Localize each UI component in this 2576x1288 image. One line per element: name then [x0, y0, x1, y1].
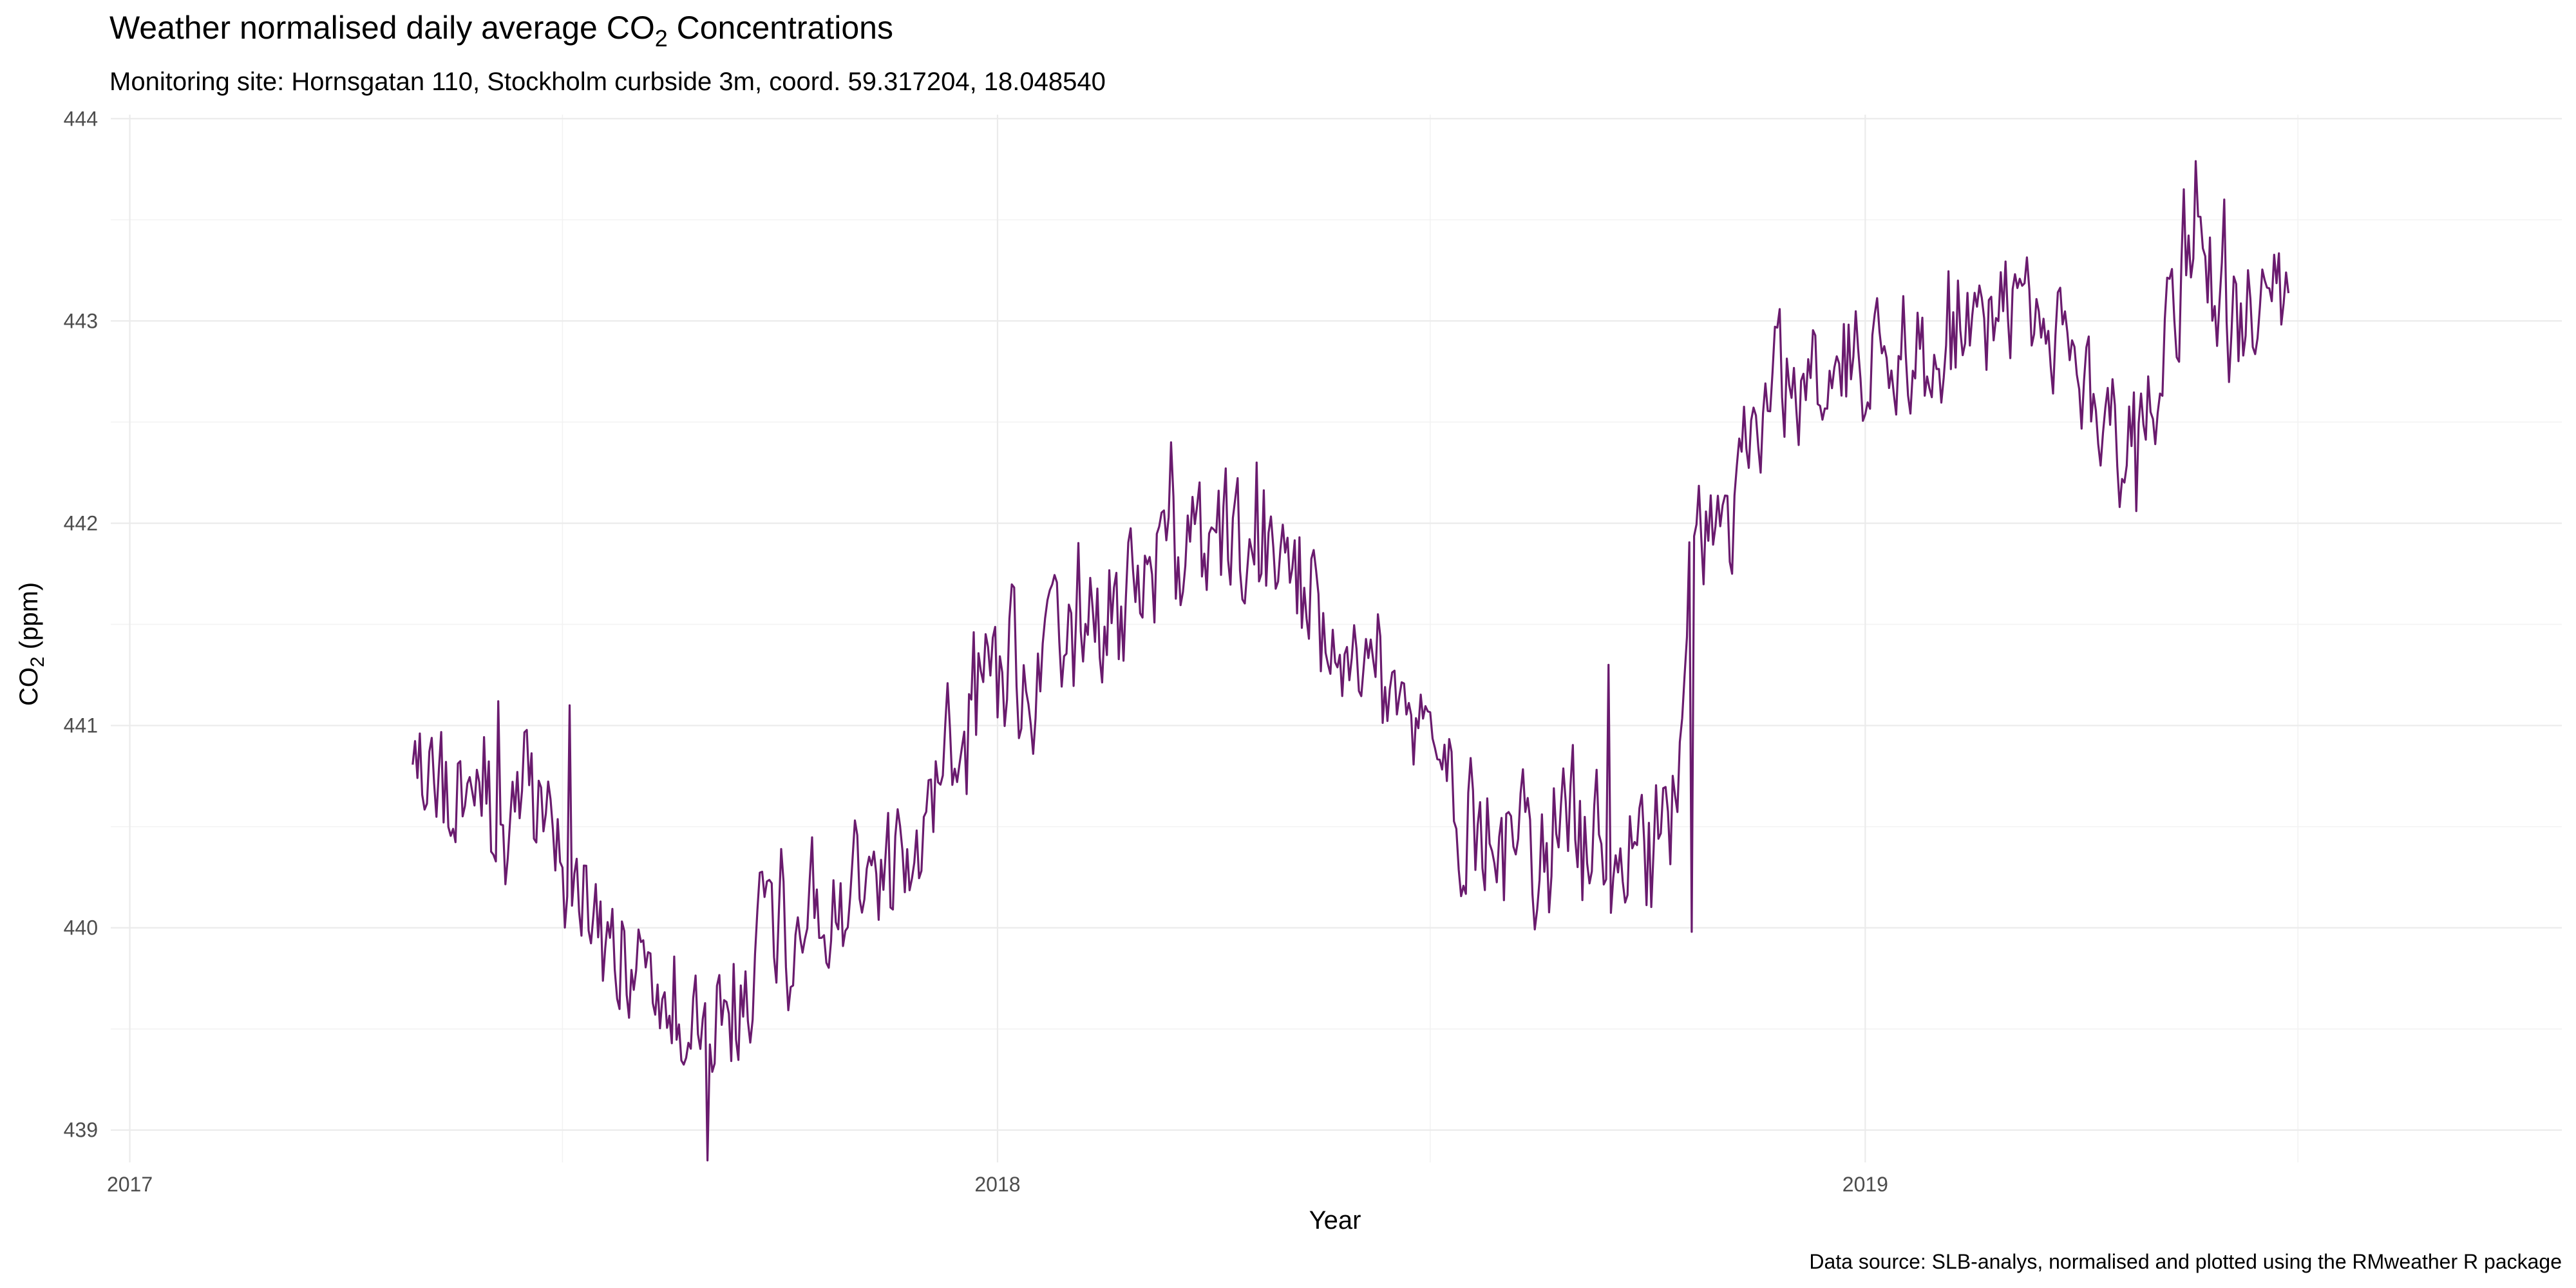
- chart-subtitle: Monitoring site: Hornsgatan 110, Stockho…: [109, 68, 1106, 96]
- y-axis-title: CO2 (ppm): [15, 582, 48, 706]
- x-tick-label: 2018: [974, 1173, 1020, 1196]
- y-tick-label: 444: [64, 107, 98, 130]
- minor-gridlines: [111, 115, 2562, 1162]
- x-tick-label: 2017: [107, 1173, 153, 1196]
- x-tick-label: 2019: [1842, 1173, 1888, 1196]
- y-tick-label: 441: [64, 714, 98, 737]
- y-tick-label: 443: [64, 309, 98, 332]
- chart-caption: Data source: SLB-analys, normalised and …: [1809, 1250, 2562, 1273]
- chart-title: Weather normalised daily average CO2 Con…: [109, 10, 893, 52]
- y-axis-ticks: 439 440 441 442 443 444: [64, 107, 98, 1141]
- major-gridlines: [111, 115, 2562, 1162]
- x-axis-ticks: 2017 2018 2019: [107, 1173, 1888, 1196]
- y-tick-label: 440: [64, 916, 98, 940]
- y-tick-label: 442: [64, 511, 98, 535]
- y-tick-label: 439: [64, 1119, 98, 1142]
- co2-series-line: [412, 160, 2290, 1162]
- x-axis-title: Year: [1309, 1206, 1361, 1235]
